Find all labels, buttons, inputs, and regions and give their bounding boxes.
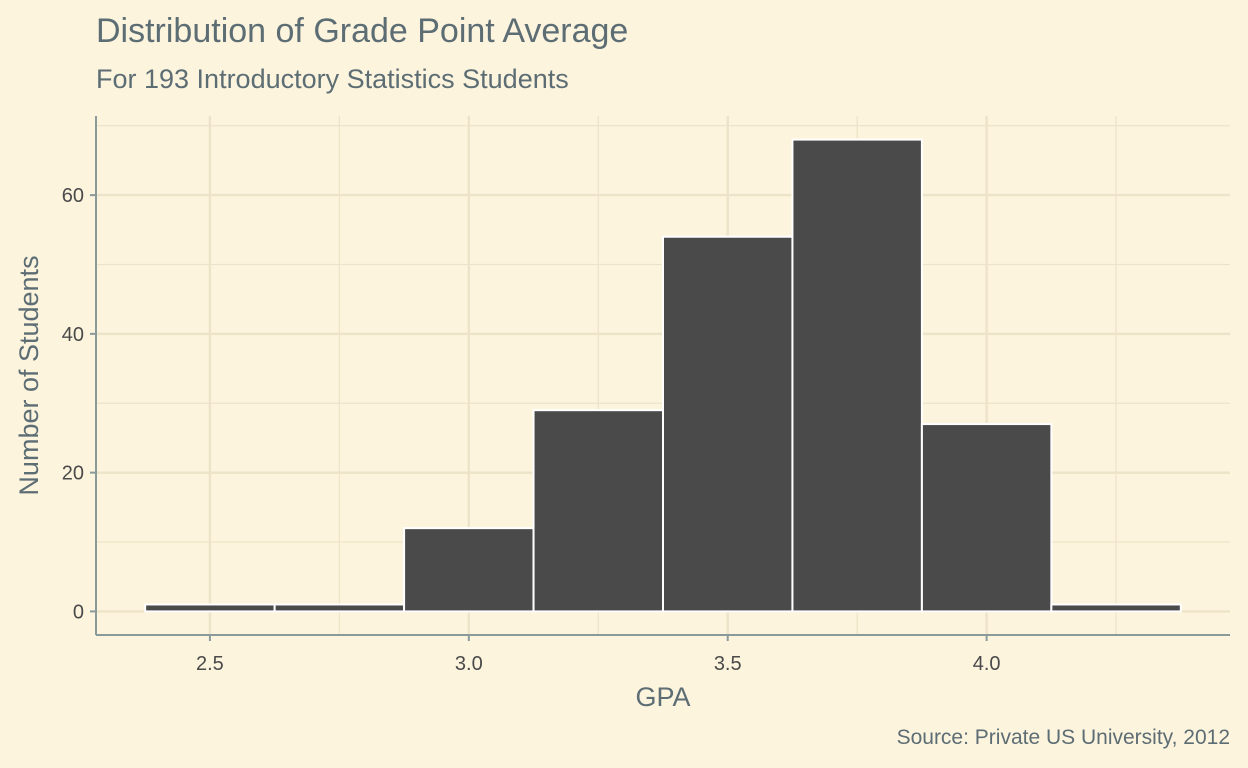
histogram-bar: [1050, 603, 1182, 613]
y-tick-label: 40: [62, 324, 84, 346]
chart-subtitle: For 193 Introductory Statistics Students: [96, 64, 569, 94]
histogram-bar: [791, 138, 923, 613]
y-tick-labels: 0 20 40 60: [62, 185, 84, 623]
histogram-bar: [532, 409, 665, 613]
y-tick-label: 60: [62, 185, 84, 207]
x-axis-title: GPA: [635, 682, 690, 712]
histogram-bar: [662, 235, 794, 613]
chart-title: Distribution of Grade Point Average: [96, 12, 629, 50]
axes: [90, 116, 1230, 641]
x-tick-label: 4.0: [973, 653, 1001, 675]
chart-caption: Source: Private US University, 2012: [896, 726, 1230, 749]
x-tick-label: 3.0: [455, 653, 483, 675]
x-tick-label: 3.5: [714, 653, 742, 675]
x-tick-label: 2.5: [196, 653, 224, 675]
histogram-bar: [403, 527, 535, 613]
y-tick-label: 0: [73, 601, 84, 623]
histogram-bar: [920, 423, 1053, 613]
histogram-bar: [273, 603, 406, 613]
histogram-bar: [144, 603, 276, 613]
y-axis-title: Number of Students: [14, 255, 44, 495]
histogram-bars: [144, 138, 1182, 613]
x-tick-labels: 2.5 3.0 3.5 4.0: [196, 653, 1001, 675]
y-tick-label: 20: [62, 463, 84, 485]
